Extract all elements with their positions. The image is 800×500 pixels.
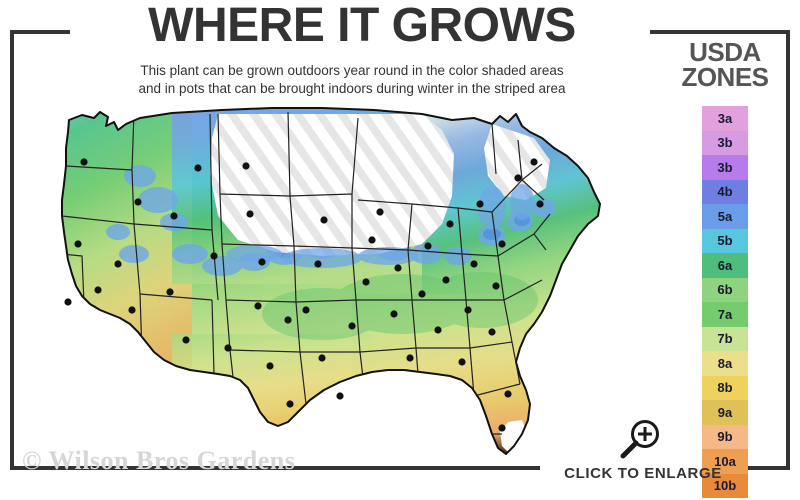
legend-title: USDA ZONES xyxy=(660,37,790,92)
frame-top-left-segment xyxy=(10,30,70,34)
map-svg xyxy=(61,107,601,455)
zone-swatch-5b-5[interactable]: 5b xyxy=(702,228,748,253)
zone-swatch-10a-14[interactable]: 10a xyxy=(702,449,748,474)
zone-swatch-label: 8b xyxy=(717,380,733,396)
subtitle-line-1: This plant can be grown outdoors year ro… xyxy=(140,63,564,78)
zone-swatch-7b-9[interactable]: 7b xyxy=(702,326,748,351)
usda-zone-legend: 3a 3b 3b 4b 5a 5b 6a 6b 7a 7b 8a 8b 9a 9b 10a 10b xyxy=(702,106,748,498)
zone-swatch-8b-11[interactable]: 8b xyxy=(702,375,748,400)
zone-swatch-8a-10[interactable]: 8a xyxy=(702,351,748,376)
zone-swatch-9b-13[interactable]: 9b xyxy=(702,424,748,449)
zone-swatch-7a-8[interactable]: 7a xyxy=(702,302,748,327)
zone-swatch-label: 6a xyxy=(717,257,733,273)
zone-swatch-label: 5a xyxy=(717,208,733,224)
zone-swatch-label: 9a xyxy=(717,404,733,420)
snow-band-fringe xyxy=(226,184,534,268)
frame-bottom-right-segment xyxy=(742,466,790,470)
city-dots xyxy=(64,158,544,432)
magnifier-plus-icon[interactable] xyxy=(618,418,664,462)
zone-swatch-6a-6[interactable]: 6a xyxy=(702,253,748,278)
zone-swatch-label: 3a xyxy=(717,110,733,126)
legend-title-line-2: ZONES xyxy=(681,62,769,92)
zone-swatch-label: 9b xyxy=(717,429,733,445)
zone-swatch-label: 10a xyxy=(714,453,736,469)
magnifier-plus-svg xyxy=(620,420,659,459)
zone-swatch-9a-12[interactable]: 9a xyxy=(702,400,748,425)
click-to-enlarge-label[interactable]: CLICK TO ENLARGE xyxy=(564,465,722,482)
frame-right-segment xyxy=(786,30,790,470)
zone-swatch-label: 5b xyxy=(717,233,733,249)
zone-swatch-5a-4[interactable]: 5a xyxy=(702,204,748,229)
zone-swatch-label: 3b xyxy=(717,159,733,175)
zone-swatch-label: 6b xyxy=(717,282,733,298)
zone-swatch-label: 7b xyxy=(717,331,733,347)
zone-swatch-label: 3b xyxy=(717,135,733,151)
zone-swatch-3b-2[interactable]: 3b xyxy=(702,155,748,180)
zone-swatch-4b-3[interactable]: 4b xyxy=(702,179,748,204)
zone-swatch-3a-0[interactable]: 3a xyxy=(702,106,748,131)
zone-swatch-label: 10b xyxy=(713,478,737,494)
zone-swatch-3b-1[interactable]: 3b xyxy=(702,130,748,155)
watermark: © Wilson Bros Gardens xyxy=(22,446,296,475)
zone-swatch-label: 8a xyxy=(717,355,733,371)
zone-swatch-10b-15[interactable]: 10b xyxy=(702,473,748,498)
zone-swatch-label: 7a xyxy=(717,306,733,322)
zone-swatch-label: 4b xyxy=(717,184,733,200)
subtitle-line-2: and in pots that can be brought indoors … xyxy=(138,81,566,96)
country-outline xyxy=(61,107,601,455)
subtitle: This plant can be grown outdoors year ro… xyxy=(42,62,662,98)
usda-zone-map[interactable] xyxy=(22,104,652,464)
striped-region xyxy=(210,114,454,256)
frame-top-right-segment xyxy=(650,30,790,34)
zone-swatch-6b-7[interactable]: 6b xyxy=(702,277,748,302)
legend-title-line-1: USDA xyxy=(689,37,761,67)
striped-region-ne xyxy=(484,124,550,200)
frame-bottom-left-segment xyxy=(10,466,540,470)
frame-left-segment xyxy=(10,30,14,470)
map-color-layer xyxy=(62,108,600,454)
page-title: WHERE IT GROWS xyxy=(148,0,576,52)
